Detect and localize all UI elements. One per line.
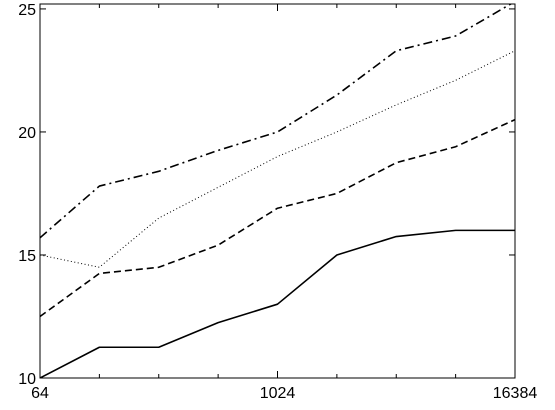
tick-labels: 10 15 20 25 64 1024 16384 bbox=[18, 2, 537, 402]
series-layer bbox=[40, 4, 515, 378]
y-tick-label: 15 bbox=[18, 248, 36, 265]
series-dotted-line bbox=[40, 50, 515, 268]
x-tick-label: 16384 bbox=[493, 385, 538, 402]
series-solid-line bbox=[40, 229, 515, 378]
y-tick-label: 25 bbox=[18, 2, 36, 19]
y-tick-label: 10 bbox=[18, 371, 36, 388]
x-tick-label: 64 bbox=[31, 385, 49, 402]
x-tick-label: 1024 bbox=[260, 385, 296, 402]
axes-layer bbox=[39, 3, 516, 379]
plot-frame bbox=[39, 3, 516, 379]
series-dashed-line bbox=[40, 118, 515, 318]
y-tick-label: 20 bbox=[18, 125, 36, 142]
series-dash-dot-line bbox=[40, 4, 513, 239]
